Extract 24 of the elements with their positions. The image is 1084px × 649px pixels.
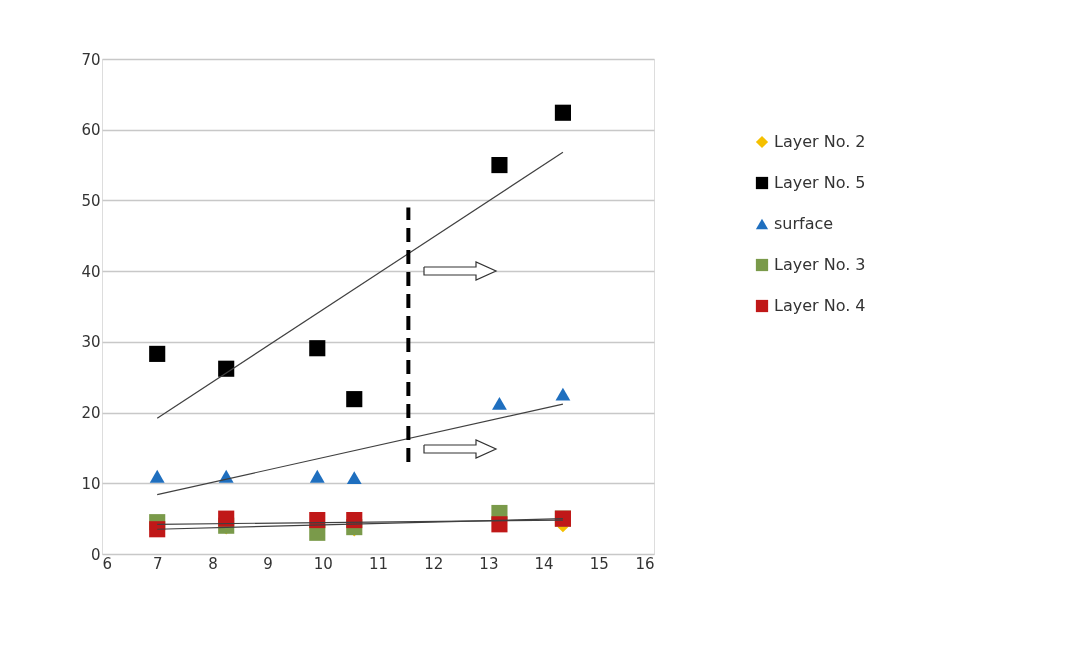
legend-label: Layer No. 3 [774, 255, 866, 274]
x-tick-label: 13 [479, 554, 499, 573]
y-tick-label: 60 [81, 121, 101, 140]
y-tick-label: 0 [90, 545, 101, 564]
x-tick-label: 15 [589, 554, 609, 573]
x-tick-label: 14 [534, 554, 554, 573]
legend-label: Layer No. 4 [774, 296, 866, 315]
legend-label: surface [774, 214, 834, 233]
x-tick-label: 10 [313, 554, 333, 573]
x-tick-label: 8 [208, 554, 218, 573]
y-tick-label: 70 [81, 50, 101, 69]
x-tick-label: 7 [152, 554, 163, 573]
x-tick-label: 16 [635, 554, 655, 573]
y-tick-label: 10 [81, 474, 101, 493]
x-tick-label: 12 [424, 554, 444, 573]
y-tick-label: 50 [81, 191, 101, 210]
x-tick-label: 6 [102, 554, 113, 573]
legend-label: Layer No. 2 [774, 132, 866, 151]
x-tick-label: 11 [368, 554, 389, 573]
legend-label: Layer No. 5 [774, 173, 866, 192]
y-tick-label: 30 [81, 333, 101, 352]
y-tick-label: 40 [81, 262, 101, 281]
y-tick-label: 20 [81, 404, 101, 423]
x-tick-label: 9 [263, 554, 273, 573]
